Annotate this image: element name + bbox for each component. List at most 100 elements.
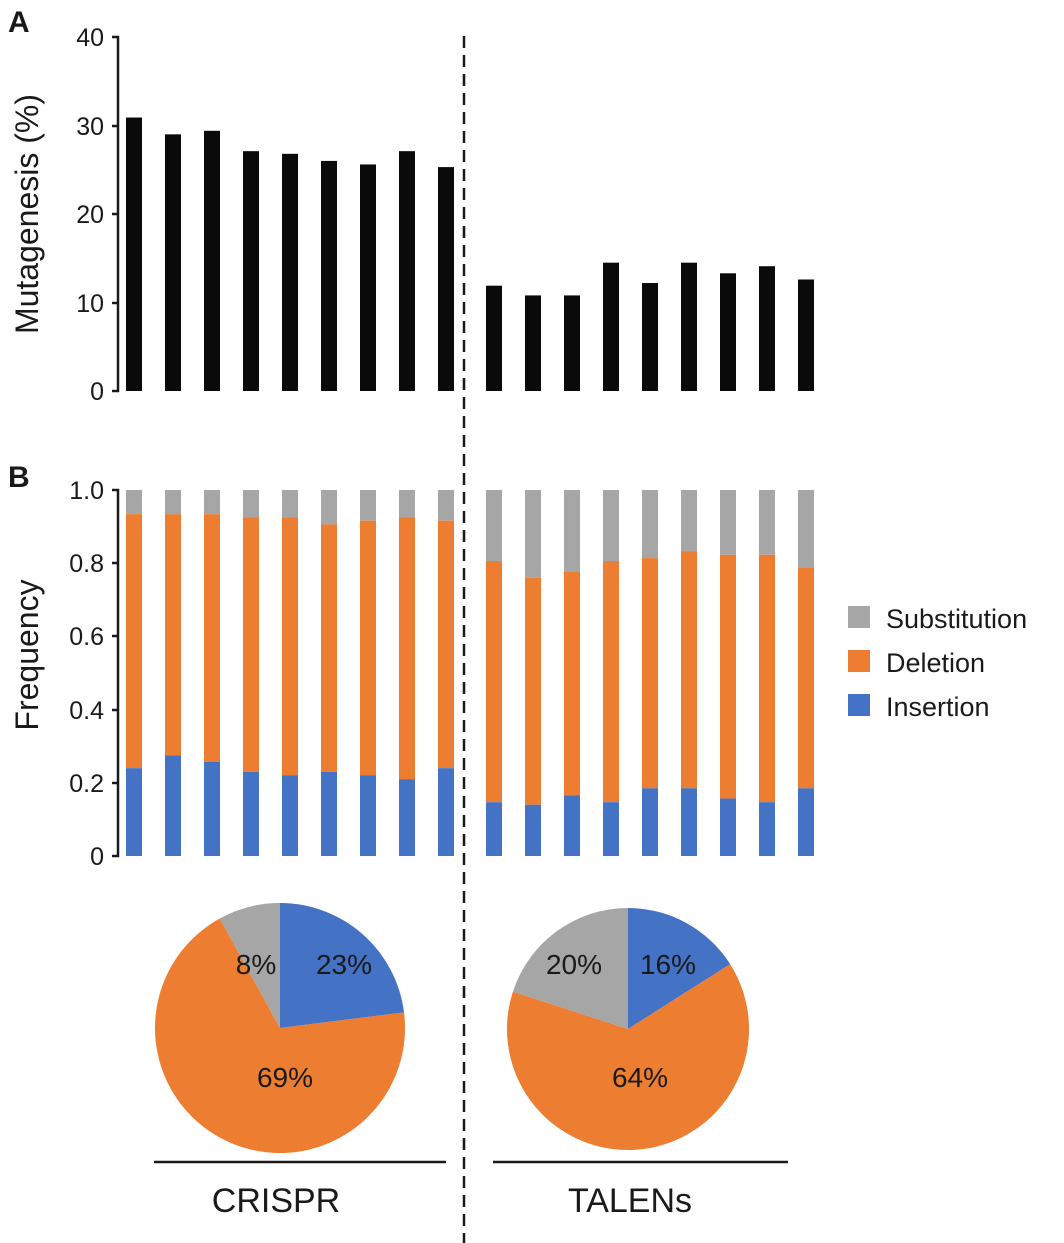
stack-deletion-crispr-7	[360, 520, 376, 776]
bar-talens-1	[486, 285, 502, 391]
pie-talens-label-deletion: 64%	[612, 1062, 668, 1093]
stack-insertion-talens-6	[681, 788, 697, 856]
stack-substitution-talens-7	[720, 490, 736, 555]
panel-b-y-axis-title: Frequency	[9, 579, 45, 730]
stack-deletion-talens-5	[642, 558, 658, 789]
panel-b-tick-label: 1.0	[69, 477, 104, 505]
stack-deletion-talens-8	[759, 554, 775, 803]
bar-crispr-9	[438, 167, 454, 391]
bar-crispr-1	[126, 117, 142, 391]
stack-insertion-crispr-8	[399, 779, 415, 856]
legend-swatch-substitution	[848, 606, 870, 628]
panel-a-tick-label: 10	[76, 290, 104, 318]
stack-insertion-crispr-1	[126, 768, 142, 856]
panel-b-tick-label: 0.6	[69, 623, 104, 651]
stack-deletion-crispr-1	[126, 514, 142, 769]
pie-crispr-slice-deletion	[155, 918, 406, 1154]
stack-substitution-crispr-8	[399, 490, 415, 518]
stack-substitution-talens-2	[525, 490, 541, 578]
stack-deletion-talens-9	[798, 567, 814, 789]
pie-talens-slice-substitution	[512, 908, 628, 1029]
stack-substitution-talens-8	[759, 490, 775, 555]
panel-b-tick-label: 0	[90, 843, 104, 871]
stack-deletion-crispr-2	[165, 514, 181, 756]
panel-b-axes: 0 0.2 0.4 0.6 0.8 1.0 Frequency	[9, 477, 120, 871]
bar-talens-8	[759, 266, 775, 391]
pie-crispr-slice-substitution	[219, 903, 280, 1028]
stack-deletion-crispr-8	[399, 517, 415, 780]
stack-substitution-talens-3	[564, 490, 580, 572]
legend: Substitution Deletion Insertion	[848, 604, 1027, 722]
stack-substitution-talens-5	[642, 490, 658, 559]
pie-talens	[507, 908, 749, 1150]
stack-deletion-crispr-4	[243, 517, 259, 772]
pie-crispr	[155, 903, 406, 1154]
bar-talens-4	[603, 262, 619, 391]
legend-label-deletion: Deletion	[886, 648, 985, 678]
stack-insertion-crispr-9	[438, 768, 454, 856]
stack-deletion-talens-2	[525, 577, 541, 805]
panel-b-tick-label: 0.4	[69, 697, 104, 725]
panel-b-letter: B	[8, 461, 30, 494]
panel-a-y-axis-title: Mutagenesis (%)	[9, 94, 45, 334]
stack-insertion-crispr-2	[165, 755, 181, 856]
stack-insertion-talens-7	[720, 798, 736, 856]
stack-substitution-crispr-1	[126, 490, 142, 515]
panel-a-tick-label: 20	[76, 201, 104, 229]
panel-b-tick-label: 0.2	[69, 770, 104, 798]
pie-crispr-slice-insertion	[280, 903, 405, 1028]
panel-a-tick-label: 40	[76, 24, 104, 52]
panel-a-tick-label: 30	[76, 113, 104, 141]
stack-deletion-talens-7	[720, 554, 736, 799]
bar-talens-3	[564, 295, 580, 391]
pie-crispr-label-substitution: 8%	[236, 949, 276, 980]
bar-crispr-8	[399, 151, 415, 391]
panel-a-tick-label: 0	[90, 378, 104, 406]
stack-substitution-talens-1	[486, 490, 502, 562]
legend-label-insertion: Insertion	[886, 692, 990, 722]
stack-substitution-crispr-9	[438, 490, 454, 521]
stack-insertion-talens-3	[564, 795, 580, 856]
group-label-crispr: CRISPR	[212, 1182, 340, 1220]
stack-substitution-talens-6	[681, 490, 697, 552]
stack-substitution-crispr-6	[321, 490, 337, 525]
pie-crispr-label-insertion: 23%	[316, 949, 372, 980]
legend-label-substitution: Substitution	[886, 604, 1027, 634]
stack-substitution-crispr-3	[204, 490, 220, 515]
stack-insertion-talens-1	[486, 802, 502, 856]
bar-crispr-6	[321, 160, 337, 391]
stack-insertion-crispr-5	[282, 775, 298, 856]
stack-deletion-talens-3	[564, 571, 580, 796]
group-label-talens: TALENs	[568, 1182, 692, 1220]
stack-substitution-talens-4	[603, 490, 619, 562]
panel-a-axes: 0 10 20 30 40 Mutagenesis (%)	[9, 24, 120, 406]
stack-insertion-crispr-6	[321, 771, 337, 856]
stack-insertion-crispr-3	[204, 761, 220, 856]
stack-deletion-crispr-6	[321, 524, 337, 772]
pie-talens-slice-deletion	[507, 964, 749, 1150]
panel-b-stacked-bars	[126, 490, 814, 856]
legend-swatch-deletion	[848, 650, 870, 672]
pie-talens-slice-insertion	[628, 908, 731, 1029]
stack-substitution-talens-9	[798, 490, 814, 568]
stack-insertion-talens-5	[642, 788, 658, 856]
bar-crispr-7	[360, 164, 376, 391]
stack-insertion-crispr-7	[360, 775, 376, 856]
stack-insertion-talens-8	[759, 802, 775, 856]
bar-talens-5	[642, 283, 658, 391]
bar-crispr-4	[243, 151, 259, 391]
bar-talens-7	[720, 273, 736, 391]
bar-talens-9	[798, 279, 814, 391]
stack-insertion-talens-9	[798, 788, 814, 856]
panel-b-tick-label: 0.8	[69, 550, 104, 578]
pie-talens-label-insertion: 16%	[640, 949, 696, 980]
stack-substitution-crispr-4	[243, 490, 259, 518]
pie-talens-label-substitution: 20%	[546, 949, 602, 980]
bar-talens-6	[681, 262, 697, 391]
stack-deletion-crispr-3	[204, 514, 220, 762]
legend-swatch-insertion	[848, 694, 870, 716]
stack-deletion-talens-4	[603, 561, 619, 803]
bar-talens-2	[525, 295, 541, 391]
stack-insertion-talens-2	[525, 804, 541, 856]
